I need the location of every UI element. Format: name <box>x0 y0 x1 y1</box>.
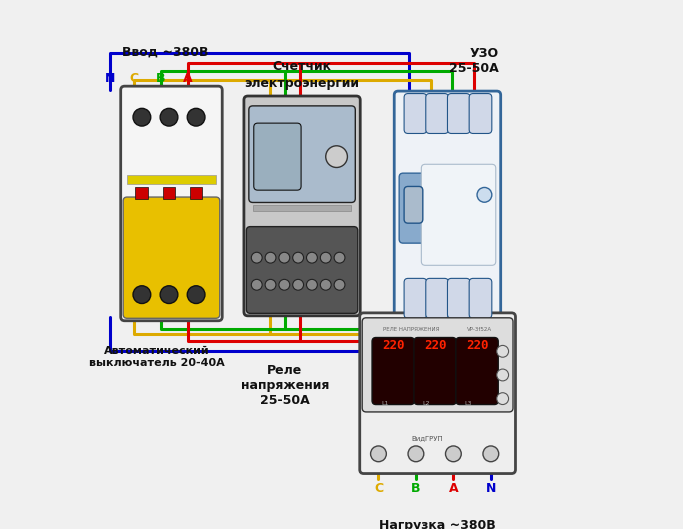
FancyBboxPatch shape <box>426 94 449 133</box>
FancyBboxPatch shape <box>456 338 498 405</box>
Text: VP-3f52A: VP-3f52A <box>466 326 492 332</box>
Ellipse shape <box>251 279 262 290</box>
FancyBboxPatch shape <box>249 106 355 203</box>
Ellipse shape <box>497 345 509 357</box>
Text: 220: 220 <box>424 339 447 352</box>
Ellipse shape <box>160 108 178 126</box>
Ellipse shape <box>133 286 151 304</box>
Bar <box>190 187 202 199</box>
Ellipse shape <box>187 108 205 126</box>
Ellipse shape <box>334 279 345 290</box>
FancyBboxPatch shape <box>362 318 513 412</box>
Ellipse shape <box>265 252 276 263</box>
Bar <box>127 175 216 184</box>
FancyBboxPatch shape <box>123 197 220 318</box>
Ellipse shape <box>320 252 331 263</box>
Ellipse shape <box>293 252 303 263</box>
Text: C: C <box>129 72 138 85</box>
FancyBboxPatch shape <box>372 338 415 405</box>
Ellipse shape <box>320 279 331 290</box>
Text: 220: 220 <box>382 339 404 352</box>
Ellipse shape <box>408 446 424 462</box>
Text: L2: L2 <box>423 400 430 406</box>
Ellipse shape <box>371 446 387 462</box>
FancyBboxPatch shape <box>247 226 358 313</box>
Text: Ввод ~380В: Ввод ~380В <box>122 45 209 58</box>
FancyBboxPatch shape <box>469 278 492 318</box>
Text: N: N <box>486 482 496 495</box>
Ellipse shape <box>307 252 318 263</box>
FancyBboxPatch shape <box>394 91 501 321</box>
Text: A: A <box>183 72 193 85</box>
Ellipse shape <box>483 446 499 462</box>
Text: ВидГРУП: ВидГРУП <box>412 434 444 441</box>
Ellipse shape <box>326 146 348 168</box>
Text: Нагрузка ~380В: Нагрузка ~380В <box>379 519 496 529</box>
FancyBboxPatch shape <box>404 278 427 318</box>
FancyBboxPatch shape <box>404 94 427 133</box>
FancyBboxPatch shape <box>121 86 222 321</box>
Text: электроэнергии: электроэнергии <box>245 77 359 90</box>
Text: 220: 220 <box>466 339 488 352</box>
Ellipse shape <box>265 279 276 290</box>
Bar <box>135 187 148 199</box>
Ellipse shape <box>497 369 509 381</box>
Ellipse shape <box>293 279 303 290</box>
Ellipse shape <box>279 279 290 290</box>
Text: A: A <box>449 482 458 495</box>
Text: Автоматический
выключатель 20-40А: Автоматический выключатель 20-40А <box>89 346 225 368</box>
Text: УЗО
25-50А: УЗО 25-50А <box>449 47 499 75</box>
FancyBboxPatch shape <box>360 313 516 473</box>
FancyBboxPatch shape <box>447 94 470 133</box>
Bar <box>253 205 351 211</box>
FancyBboxPatch shape <box>421 165 496 266</box>
FancyBboxPatch shape <box>414 338 456 405</box>
Text: N: N <box>104 72 115 85</box>
Text: B: B <box>156 72 165 85</box>
FancyBboxPatch shape <box>399 173 427 243</box>
Ellipse shape <box>477 187 492 202</box>
Ellipse shape <box>334 252 345 263</box>
Ellipse shape <box>279 252 290 263</box>
FancyBboxPatch shape <box>426 278 449 318</box>
Ellipse shape <box>133 108 151 126</box>
Text: Реле
напряжения
25-50А: Реле напряжения 25-50А <box>240 364 329 407</box>
Text: L1: L1 <box>381 400 389 406</box>
Ellipse shape <box>497 393 509 405</box>
Ellipse shape <box>445 446 461 462</box>
Bar <box>163 187 175 199</box>
FancyBboxPatch shape <box>447 278 470 318</box>
Text: B: B <box>411 482 421 495</box>
Ellipse shape <box>160 286 178 304</box>
Ellipse shape <box>187 286 205 304</box>
Text: C: C <box>374 482 383 495</box>
FancyBboxPatch shape <box>404 186 423 223</box>
Ellipse shape <box>307 279 318 290</box>
FancyBboxPatch shape <box>244 96 360 316</box>
Text: L3: L3 <box>464 400 472 406</box>
Text: РЕЛЕ НАПРЯЖЕНИЯ: РЕЛЕ НАПРЯЖЕНИЯ <box>383 326 440 332</box>
FancyBboxPatch shape <box>469 94 492 133</box>
Ellipse shape <box>251 252 262 263</box>
FancyBboxPatch shape <box>254 123 301 190</box>
Text: Счетчик: Счетчик <box>273 60 331 73</box>
